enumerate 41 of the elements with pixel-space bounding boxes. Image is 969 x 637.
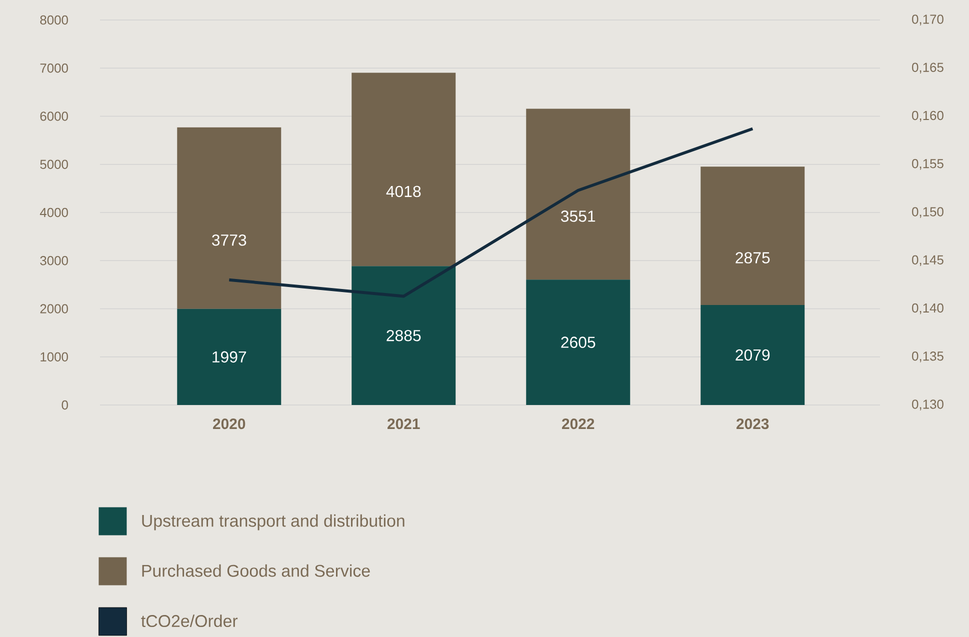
data-label: 4018 — [386, 186, 421, 198]
x-tick-label: 2021 — [388, 418, 420, 430]
data-label: 3551 — [561, 210, 596, 222]
bar — [352, 72, 456, 266]
y-tick-label: 4000 — [40, 208, 68, 218]
y2-tick-label: 0,165 — [912, 62, 944, 74]
y2-tick-label: 0,130 — [912, 400, 944, 410]
y-tick-label: 3000 — [40, 256, 68, 266]
y-tick-label: 5000 — [40, 160, 68, 169]
y-tick-label: 0 — [62, 400, 68, 410]
data-label: 2079 — [736, 349, 770, 361]
bar — [352, 266, 456, 405]
bar — [526, 108, 630, 280]
y2-tick-label: 0,135 — [912, 352, 944, 362]
x-tick-label: 2020 — [213, 418, 246, 430]
y-tick-label: 2000 — [40, 304, 68, 314]
bar — [700, 166, 805, 305]
y2-tick-label: 0,170 — [912, 14, 944, 26]
y-tick-label: 7000 — [40, 64, 68, 73]
y-tick-label: 1000 — [40, 352, 68, 362]
legend-label: Upstream transport and distribution — [142, 514, 404, 530]
y2-tick-label: 0,145 — [912, 255, 944, 266]
y-tick-label: 8000 — [40, 15, 68, 25]
bar — [177, 308, 282, 405]
bar — [177, 127, 282, 309]
y2-tick-label: 0,140 — [912, 303, 944, 314]
legend-label: tCO2e/Order — [141, 614, 238, 628]
x-tick-label: 2023 — [736, 418, 769, 430]
y2-tick-label: 0,155 — [912, 159, 944, 170]
bar — [526, 280, 630, 405]
bar — [700, 304, 805, 405]
y-tick-label: 6000 — [40, 112, 68, 121]
data-label: 2885 — [386, 330, 421, 342]
x-tick-label: 2022 — [562, 418, 594, 430]
data-label: 2875 — [736, 252, 770, 264]
data-label: 1997 — [212, 351, 246, 363]
y2-tick-label: 0,160 — [912, 110, 944, 122]
y2-tick-label: 0,150 — [912, 207, 944, 218]
legend-label: Purchased Goods and Service — [142, 564, 370, 577]
data-label: 2605 — [561, 336, 596, 348]
data-label: 3773 — [212, 234, 246, 246]
